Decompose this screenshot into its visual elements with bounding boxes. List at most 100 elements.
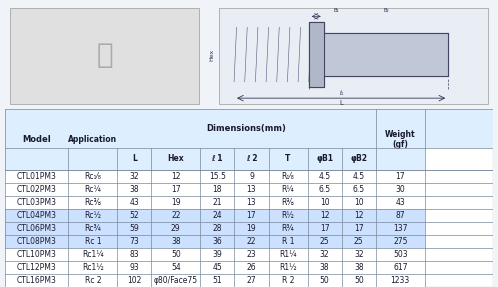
Bar <box>308 261 342 274</box>
Text: 25: 25 <box>354 237 364 246</box>
Text: 13: 13 <box>247 185 256 194</box>
Bar <box>268 148 308 170</box>
Bar <box>342 235 376 248</box>
Bar <box>151 170 200 183</box>
Bar <box>342 274 376 287</box>
Text: 10: 10 <box>320 198 330 207</box>
Bar <box>342 196 376 209</box>
Text: 27: 27 <box>247 276 256 285</box>
Text: 32: 32 <box>354 250 364 259</box>
Bar <box>235 170 268 183</box>
Text: 73: 73 <box>129 237 139 246</box>
Bar <box>68 274 117 287</box>
Text: φB1: φB1 <box>316 154 333 163</box>
Bar <box>376 170 425 183</box>
Bar <box>376 209 425 222</box>
Bar <box>5 235 68 248</box>
Bar <box>308 222 342 235</box>
Bar <box>151 248 200 261</box>
Text: Rc⅜: Rc⅜ <box>84 198 101 207</box>
Bar <box>235 274 268 287</box>
Text: 17: 17 <box>320 224 330 233</box>
Bar <box>376 183 425 196</box>
Text: 17: 17 <box>354 224 364 233</box>
Text: 18: 18 <box>213 185 222 194</box>
Text: R₁⁄₈: R₁⁄₈ <box>282 172 294 181</box>
Bar <box>200 183 235 196</box>
Bar <box>151 274 200 287</box>
Bar <box>68 261 117 274</box>
Polygon shape <box>309 22 324 87</box>
Bar <box>200 196 235 209</box>
Bar <box>268 235 308 248</box>
Bar <box>117 183 151 196</box>
FancyBboxPatch shape <box>219 8 488 104</box>
Bar <box>5 109 493 148</box>
Bar <box>308 170 342 183</box>
Text: 15.5: 15.5 <box>209 172 226 181</box>
Text: 12: 12 <box>171 172 181 181</box>
Text: 87: 87 <box>395 211 405 220</box>
Bar <box>308 209 342 222</box>
Text: Model: Model <box>22 135 51 144</box>
Bar <box>117 261 151 274</box>
Bar <box>117 235 151 248</box>
Bar <box>200 148 235 170</box>
Text: 32: 32 <box>129 172 139 181</box>
Text: 24: 24 <box>213 211 222 220</box>
Text: R⅜: R⅜ <box>282 198 294 207</box>
Text: R1½: R1½ <box>279 263 297 272</box>
Bar <box>235 196 268 209</box>
Polygon shape <box>324 33 448 76</box>
Text: 43: 43 <box>395 198 405 207</box>
Bar <box>5 274 68 287</box>
Bar <box>5 248 68 261</box>
Bar <box>235 183 268 196</box>
Text: 45: 45 <box>213 263 222 272</box>
Text: ℓ 1: ℓ 1 <box>212 154 223 163</box>
Bar <box>200 248 235 261</box>
Text: 25: 25 <box>320 237 330 246</box>
Bar <box>342 183 376 196</box>
Text: 28: 28 <box>213 224 222 233</box>
Text: 38: 38 <box>171 237 181 246</box>
Bar <box>200 209 235 222</box>
Text: 26: 26 <box>247 263 256 272</box>
Text: φB2: φB2 <box>350 154 368 163</box>
Bar <box>68 248 117 261</box>
Bar <box>308 235 342 248</box>
Text: φ80/Face75: φ80/Face75 <box>154 276 198 285</box>
Bar <box>268 274 308 287</box>
Text: CTL10PM3: CTL10PM3 <box>17 250 57 259</box>
Bar <box>68 109 117 170</box>
Text: 29: 29 <box>171 224 181 233</box>
Bar <box>5 183 68 196</box>
Text: Rc½: Rc½ <box>84 211 101 220</box>
Text: 43: 43 <box>129 198 139 207</box>
Text: Rc1½: Rc1½ <box>82 263 104 272</box>
Text: Rc 2: Rc 2 <box>85 276 101 285</box>
Bar <box>376 274 425 287</box>
Bar <box>235 209 268 222</box>
Bar <box>268 261 308 274</box>
Bar <box>117 274 151 287</box>
Text: R½: R½ <box>281 211 294 220</box>
Bar <box>68 170 117 183</box>
Text: 50: 50 <box>354 276 364 285</box>
Text: ℓ 2: ℓ 2 <box>246 154 257 163</box>
Text: Rc₁⁄₈: Rc₁⁄₈ <box>84 172 101 181</box>
Text: 30: 30 <box>395 185 405 194</box>
Text: 17: 17 <box>171 185 181 194</box>
Text: Rc¼: Rc¼ <box>84 185 101 194</box>
Text: 52: 52 <box>129 211 139 220</box>
Bar <box>117 248 151 261</box>
Text: 102: 102 <box>127 276 141 285</box>
Bar <box>151 222 200 235</box>
Text: 23: 23 <box>247 250 256 259</box>
Text: 12: 12 <box>320 211 329 220</box>
Text: 50: 50 <box>171 250 181 259</box>
Bar <box>5 196 68 209</box>
Bar <box>200 222 235 235</box>
Bar <box>5 170 68 183</box>
Text: R¾: R¾ <box>282 224 294 233</box>
